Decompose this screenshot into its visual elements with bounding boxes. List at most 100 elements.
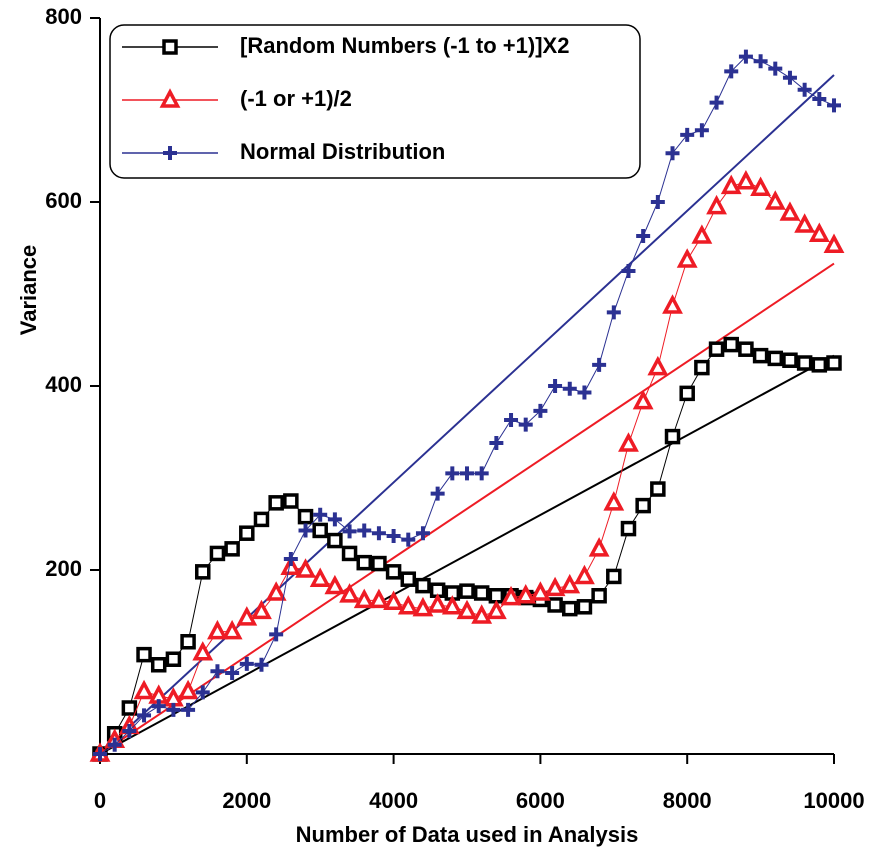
marker [636, 229, 651, 244]
marker [768, 61, 783, 76]
legend-box [109, 24, 641, 179]
marker [386, 528, 401, 543]
marker [280, 555, 302, 575]
marker [254, 657, 269, 672]
marker [268, 495, 284, 511]
marker [137, 708, 152, 723]
marker [107, 737, 122, 752]
marker [767, 350, 784, 367]
marker [295, 558, 316, 578]
marker [752, 347, 769, 364]
marker [371, 555, 387, 572]
marker [236, 606, 258, 626]
marker [823, 233, 845, 253]
marker [647, 355, 669, 376]
marker [676, 248, 698, 268]
marker [632, 389, 654, 410]
marker [122, 724, 137, 738]
marker [224, 541, 240, 557]
marker [473, 585, 490, 601]
marker [827, 98, 841, 113]
marker [603, 491, 625, 511]
marker [251, 599, 272, 620]
marker [397, 595, 419, 615]
y-tick-label: 600 [45, 188, 82, 213]
marker [720, 174, 742, 195]
x-tick-label: 8000 [663, 788, 712, 813]
marker [664, 428, 681, 445]
marker [797, 82, 812, 97]
marker [694, 359, 710, 376]
marker [782, 352, 798, 368]
marker [312, 522, 328, 539]
marker [385, 564, 402, 580]
y-tick-label: 400 [45, 372, 82, 397]
marker [662, 294, 683, 314]
marker [547, 597, 563, 613]
marker [753, 54, 768, 69]
marker [327, 532, 343, 549]
marker [342, 524, 357, 539]
marker [533, 403, 548, 418]
marker [192, 641, 214, 661]
legend-marker [163, 146, 177, 160]
marker [709, 95, 724, 110]
marker [738, 49, 753, 64]
marker [456, 599, 478, 620]
marker [694, 123, 709, 138]
marker [826, 355, 842, 371]
marker [297, 508, 314, 525]
marker [313, 507, 328, 522]
marker [459, 583, 475, 599]
marker [195, 685, 210, 700]
marker [181, 702, 196, 717]
marker [339, 583, 360, 603]
legend-label: (-1 or +1)/2 [240, 86, 352, 111]
marker [591, 588, 607, 604]
marker [738, 341, 754, 357]
marker [794, 213, 816, 233]
marker [460, 466, 474, 481]
marker [353, 588, 375, 609]
marker [529, 581, 551, 601]
y-axis-title: Variance [16, 245, 41, 336]
marker [298, 523, 313, 538]
marker [371, 526, 386, 541]
y-tick-label: 200 [45, 556, 82, 581]
marker [415, 526, 430, 541]
marker [239, 525, 255, 541]
marker [356, 554, 372, 571]
marker [341, 545, 358, 562]
marker [504, 413, 519, 428]
marker [706, 194, 727, 215]
marker [269, 627, 284, 642]
marker [283, 551, 298, 566]
y-tick-label: 800 [45, 4, 82, 29]
marker [471, 604, 493, 624]
marker [808, 222, 830, 242]
marker [412, 596, 434, 617]
trend-line [99, 74, 835, 755]
marker [239, 656, 254, 671]
marker [500, 585, 522, 606]
marker [606, 305, 621, 320]
marker [811, 357, 828, 373]
marker [221, 619, 243, 640]
marker [515, 584, 537, 604]
marker [253, 511, 270, 528]
marker [562, 600, 578, 617]
marker [618, 432, 639, 452]
marker [93, 747, 107, 761]
marker [606, 568, 622, 585]
marker [735, 170, 757, 190]
marker [283, 493, 299, 509]
x-tick-label: 4000 [369, 788, 418, 813]
marker [592, 357, 607, 372]
marker [621, 264, 636, 278]
marker [764, 190, 786, 210]
marker [368, 588, 390, 609]
marker [812, 91, 827, 106]
marker [518, 417, 533, 432]
marker [635, 497, 651, 514]
